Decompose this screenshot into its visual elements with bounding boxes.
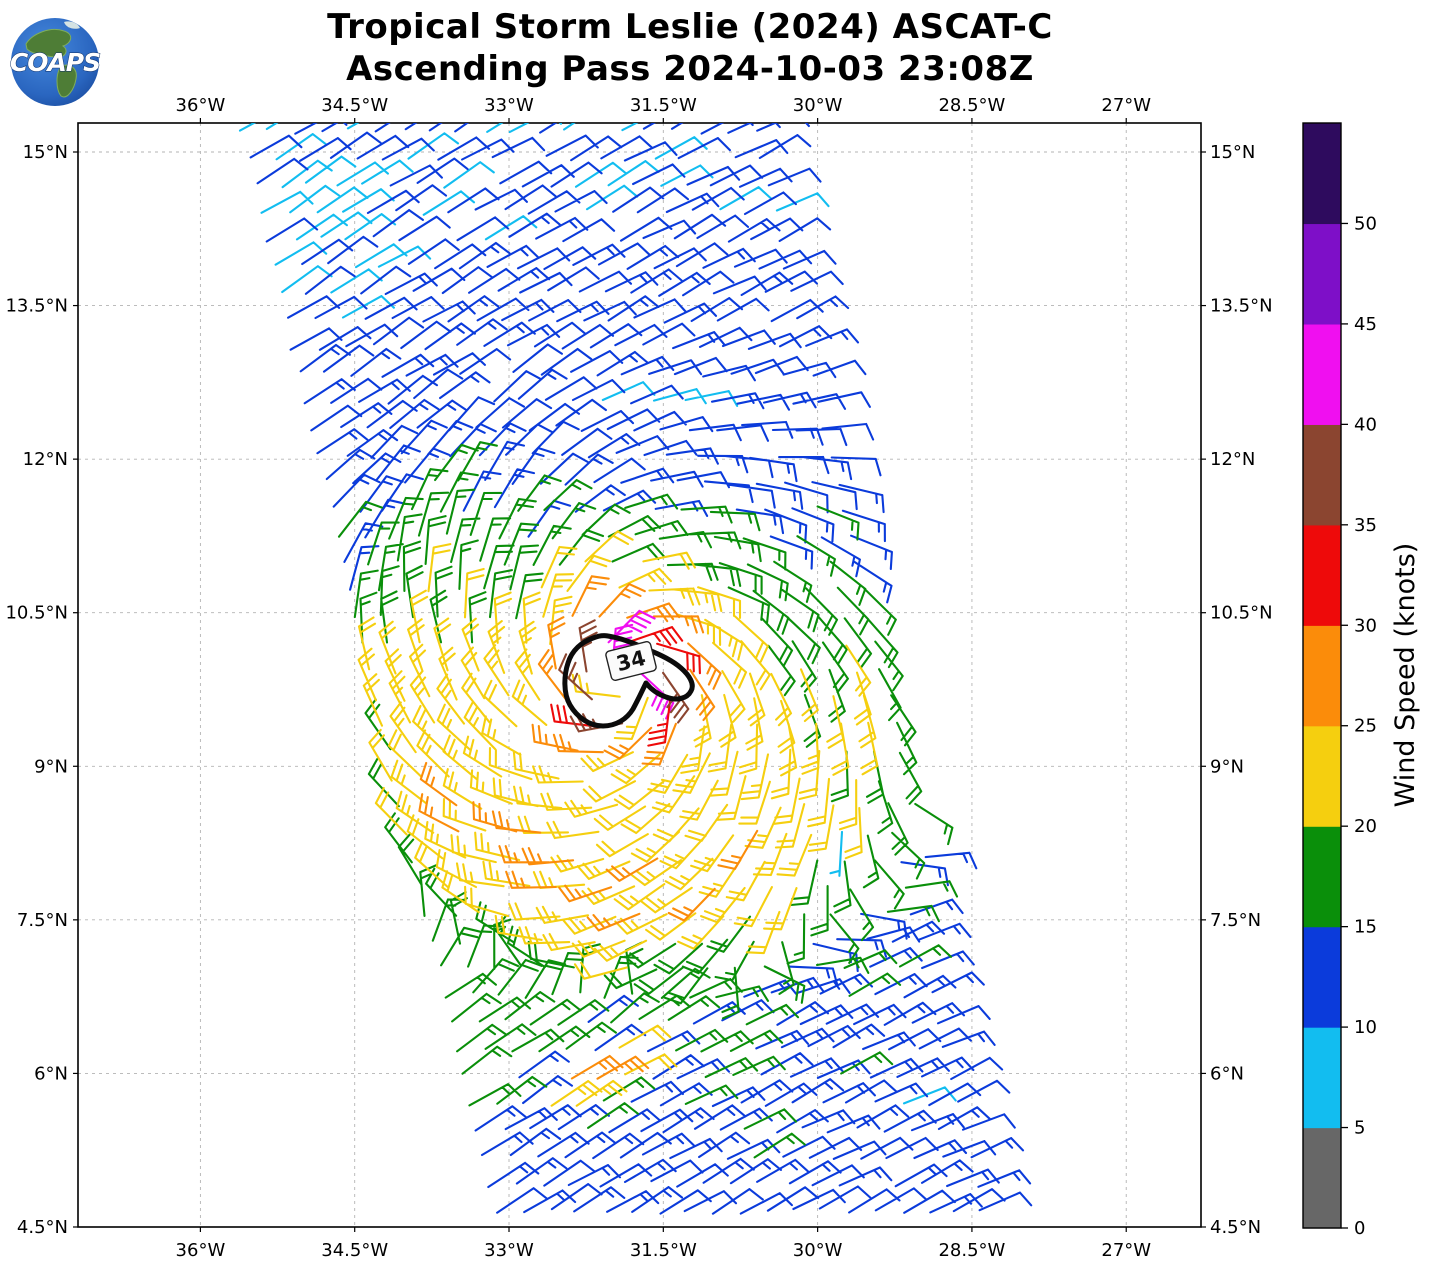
- globe-land-north-america: [25, 29, 72, 58]
- lat-tick-label-right: 10.5°N: [1210, 603, 1273, 624]
- colorbar-segment: [1303, 323, 1341, 425]
- colorbar-segment: [1303, 524, 1341, 626]
- colorbar-segment: [1303, 826, 1341, 928]
- colorbar-tick-label: 40: [1354, 414, 1377, 435]
- lon-tick-label-top: 30°W: [793, 95, 843, 116]
- coaps-logo: COAPS: [6, 10, 102, 106]
- lon-tick-label-top: 31.5°W: [630, 95, 697, 116]
- colorbar-tick-label: 10: [1354, 1017, 1377, 1038]
- colorbar-tick-label: 0: [1354, 1218, 1365, 1239]
- colorbar: 0 5 10 15 20 25 30 35 40 45 50: [1302, 122, 1377, 1239]
- lat-tick-label-right: 12°N: [1210, 449, 1255, 470]
- lat-tick-label-left: 6°N: [34, 1063, 68, 1084]
- lon-tick-label-bottom: 33°W: [484, 1240, 534, 1261]
- colorbar-tick-label: 25: [1354, 716, 1377, 737]
- lon-tick-label-top: 33°W: [484, 95, 534, 116]
- wind-barbs-EE0A0A: [550, 626, 701, 747]
- coaps-globe-icon: COAPS: [9, 18, 102, 106]
- colorbar-segment: [1303, 926, 1341, 1028]
- colorbar-tick-label: 45: [1354, 314, 1377, 335]
- lat-tick-label-left: 15°N: [23, 142, 68, 163]
- lat-tick-label-left: 4.5°N: [17, 1217, 68, 1238]
- lon-tick-label-bottom: 36°W: [176, 1240, 226, 1261]
- lon-tick-label-top: 34.5°W: [321, 95, 388, 116]
- globe-land-south-america: [56, 64, 77, 98]
- wind-barb-field: [238, 123, 1033, 1215]
- contour-label-box: [605, 641, 657, 681]
- wind-barbs-0B3BDB: [249, 123, 1033, 1215]
- lat-tick-label-left: 9°N: [34, 756, 68, 777]
- globe-land-greenland: [64, 21, 80, 29]
- colorbar-segment: [1303, 223, 1341, 325]
- colorbar-tick-label: 15: [1354, 917, 1377, 938]
- lon-tick-label-bottom: 31.5°W: [630, 1240, 697, 1261]
- lat-tick-label-right: 6°N: [1210, 1063, 1244, 1084]
- 34kt-wind-contour: [562, 633, 695, 729]
- colorbar-segment: [1303, 1127, 1341, 1229]
- lat-tick-label-right: 4.5°N: [1210, 1217, 1261, 1238]
- colorbar-tick-label: 30: [1354, 615, 1377, 636]
- colorbar-segment: [1303, 625, 1341, 727]
- lon-tick-label-top: 27°W: [1101, 95, 1151, 116]
- colorbar-segment: [1303, 424, 1341, 526]
- lat-tick-label-left: 7.5°N: [17, 910, 68, 931]
- colorbar-segment: [1303, 123, 1341, 225]
- lat-tick-label-left: 12°N: [23, 449, 68, 470]
- colorbar-border: [1302, 122, 1342, 1229]
- lat-tick-label-left: 10.5°N: [5, 603, 68, 624]
- axis-ticks-and-labels: 36°W 36°W 34.5°W 34.5°W 33°W 33°W 31.5°W 31.5°W…: [5, 95, 1272, 1261]
- colorbar-segment: [1303, 1027, 1341, 1129]
- lat-tick-label-right: 7.5°N: [1210, 910, 1261, 931]
- colorbar-tick-label: 5: [1354, 1118, 1365, 1139]
- 34kt-contour-label: 34: [605, 641, 657, 681]
- lon-tick-label-top: 36°W: [176, 95, 226, 116]
- wind-barbs-F5CF0F: [357, 530, 879, 1107]
- lat-tick-label-right: 15°N: [1210, 142, 1255, 163]
- colorbar-tick-label: 35: [1354, 515, 1377, 536]
- lat-tick-label-right: 13.5°N: [1210, 296, 1273, 317]
- lon-tick-label-top: 28.5°W: [938, 95, 1005, 116]
- lon-tick-label-bottom: 34.5°W: [321, 1240, 388, 1261]
- coaps-logo-text: COAPS: [10, 48, 100, 77]
- lon-tick-label-bottom: 27°W: [1101, 1240, 1151, 1261]
- colorbar-tick-label: 20: [1354, 816, 1377, 837]
- lon-tick-label-bottom: 30°W: [793, 1240, 843, 1261]
- wind-barbs-12BDF0: [238, 123, 957, 1105]
- colorbar-tick-label: 50: [1354, 213, 1377, 234]
- wind-barbs-0A8F0A: [337, 441, 959, 1159]
- colorbar-axis-label: Wind Speed (knots): [1390, 543, 1421, 808]
- lon-tick-label-bottom: 28.5°W: [938, 1240, 1005, 1261]
- lat-tick-label-right: 9°N: [1210, 756, 1244, 777]
- lat-tick-label-left: 13.5°N: [5, 296, 68, 317]
- wind-barbs-FB8C0A: [418, 575, 759, 1080]
- colorbar-segment: [1303, 725, 1341, 827]
- map-border: [77, 122, 1202, 1228]
